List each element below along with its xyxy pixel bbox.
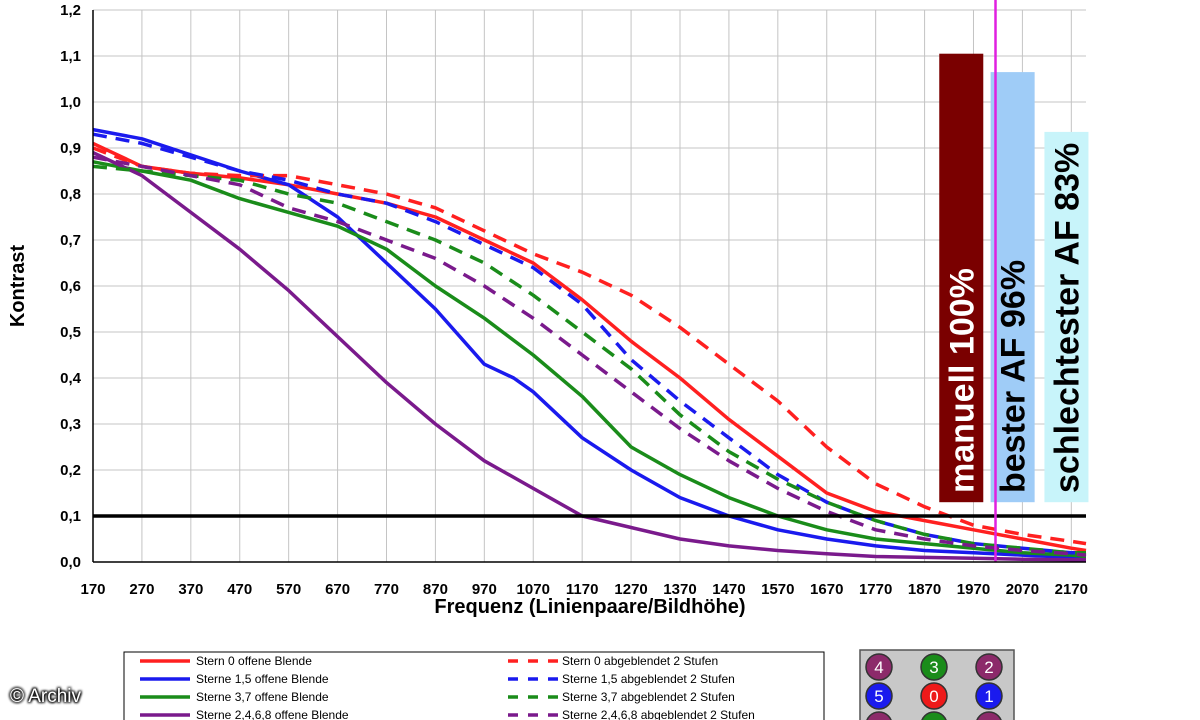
legend-label: Stern 0 offene Blende: [196, 654, 312, 668]
y-tick-label: 0,9: [60, 140, 81, 157]
x-tick-label: 1470: [712, 581, 745, 598]
star-sector-badge: [975, 682, 1003, 710]
legend-label: Stern 0 abgeblendet 2 Stufen: [562, 654, 718, 668]
x-tick-label: 1570: [761, 581, 794, 598]
y-tick-label: 1,1: [60, 48, 81, 65]
star-sector-badge: [865, 682, 893, 710]
x-tick-label: 1170: [566, 581, 599, 598]
x-tick-label: 570: [276, 581, 301, 598]
y-tick-label: 0,3: [60, 416, 81, 433]
sharpness-bars: manuell 100% bester AF 96% schlechtester A…: [939, 53, 1089, 503]
y-tick-label: 0,1: [60, 508, 81, 525]
y-tick-label: 0,5: [60, 324, 81, 341]
star-sector-number: 3: [929, 658, 938, 677]
x-tick-label: 170: [80, 581, 105, 598]
y-tick-label: 0,4: [60, 370, 82, 387]
y-tick-label: 1,0: [60, 94, 81, 111]
y-tick-label: 1,2: [60, 2, 81, 19]
y-tick-label: 0,8: [60, 186, 81, 203]
x-tick-label: 1270: [614, 581, 647, 598]
sharpness-bar-label: manuell 100%: [943, 268, 981, 493]
x-tick-label: 2070: [1006, 581, 1039, 598]
sharpness-bar: [1044, 131, 1089, 503]
x-tick-label: 1670: [810, 581, 843, 598]
x-tick-label: 1370: [663, 581, 696, 598]
star-sector-number: 0: [929, 687, 938, 706]
star-sector-key: 4 3 2 5 0 1: [859, 649, 1015, 720]
axes: 170 270 370 470 570 670 770 870 970 1070 1170 1270 1…: [60, 2, 1088, 598]
star-sector-badge: [920, 653, 948, 681]
sharpness-bar-label: schlechtester AF 83%: [1048, 143, 1086, 493]
x-tick-label: 470: [227, 581, 252, 598]
legend-label: Sterne 3,7 abgeblendet 2 Stufen: [562, 690, 735, 704]
credit-label: © Archiv: [10, 686, 82, 707]
star-sector-badge: [865, 653, 893, 681]
star-sector-number: 2: [984, 658, 993, 677]
x-tick-label: 970: [472, 581, 497, 598]
sharpness-bar: [939, 53, 984, 503]
y-tick-label: 0,6: [60, 278, 81, 295]
star-sector-number: 4: [874, 658, 883, 677]
star-sector-badge: [866, 711, 892, 720]
star-sector-number: 5: [874, 687, 883, 706]
x-axis-title: Frequenz (Linienpaare/Bildhöhe): [434, 596, 745, 618]
x-tick-label: 1070: [517, 581, 550, 598]
series-line-open-3: [92, 151, 1086, 562]
legend-label: Sterne 1,5 offene Blende: [196, 672, 329, 686]
series-line-open-1: [92, 127, 1086, 560]
legend: Stern 0 offene Blende Sterne 1,5 offene B…: [123, 651, 825, 720]
series-line-open-2: [92, 160, 1087, 559]
star-sector-badge: [975, 653, 1003, 681]
x-tick-label: 370: [178, 581, 203, 598]
star-sector-number: 1: [984, 687, 993, 706]
x-tick-label: 1870: [908, 581, 941, 598]
star-sector-badge: [976, 711, 1002, 720]
legend-label: Sterne 3,7 offene Blende: [196, 690, 329, 704]
legend-box: [123, 651, 825, 720]
x-tick-label: 1770: [859, 581, 892, 598]
y-tick-label: 0,2: [60, 462, 81, 479]
series-line-stopped-down-2: [92, 164, 1086, 555]
x-tick-label: 770: [374, 581, 399, 598]
star-sector-badge: [920, 682, 948, 710]
sharpness-bar: [990, 72, 1035, 503]
sharpness-bar-label: bester AF 96%: [995, 260, 1033, 493]
x-tick-label: 870: [423, 581, 448, 598]
series-line-stopped-down-3: [92, 155, 1087, 557]
y-tick-label: 0,0: [60, 554, 81, 571]
y-tick-label: 0,7: [60, 232, 81, 249]
x-tick-label: 1970: [957, 581, 990, 598]
x-tick-label: 670: [325, 581, 350, 598]
star-sector-badge: [921, 711, 947, 720]
legend-label: Sterne 1,5 abgeblendet 2 Stufen: [562, 672, 735, 686]
x-tick-label: 2170: [1055, 581, 1088, 598]
x-tick-label: 270: [129, 581, 154, 598]
reference-lines: [93, 0, 1086, 562]
legend-label: Sterne 2,4,6,8 abgeblendet 2 Stufen: [562, 708, 755, 720]
legend-label: Sterne 2,4,6,8 offene Blende: [196, 708, 349, 720]
y-axis-title: Kontrast: [7, 245, 29, 328]
series-line-open-0: [92, 141, 1087, 553]
